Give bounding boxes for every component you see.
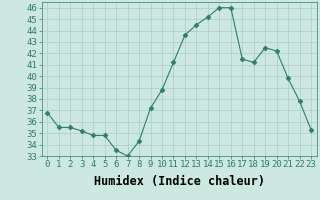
X-axis label: Humidex (Indice chaleur): Humidex (Indice chaleur) [94,175,265,188]
